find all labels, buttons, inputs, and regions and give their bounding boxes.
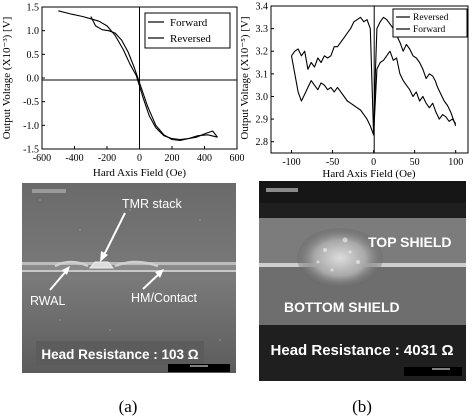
chart-a-ytick-label: 0.5 — [27, 50, 40, 61]
chart-a-series-forward — [58, 10, 218, 141]
sem-a-resistance-box — [36, 341, 204, 365]
sem-b-label-bottom-shield: BOTTOM SHIELD — [284, 299, 400, 315]
chart-b-xtick-label: -100 — [282, 157, 300, 168]
chart-b-ytick-label: 3.3 — [256, 24, 269, 35]
sem-a-noise — [39, 199, 221, 341]
chart-b-ytick-label: 3.4 — [256, 2, 269, 13]
chart-b-ytick-label: 3.1 — [256, 69, 269, 80]
chart-b-legend-box — [392, 8, 468, 38]
sem-a-arrowhead-contact — [155, 269, 164, 278]
sem-a-arrow-stack — [102, 212, 126, 258]
chart-a-ytick-label: 0.0 — [27, 74, 40, 85]
chart-b-series — [290, 16, 457, 136]
sem-b-resistance-text: Head Resistance : 4031 Ω — [271, 342, 454, 359]
chart-a-series — [58, 10, 218, 142]
sem-a-layer-line-2 — [22, 270, 236, 272]
chart-a-ytick-label: -1.0 — [23, 121, 39, 132]
chart-a-xtick-label: -600 — [33, 153, 51, 164]
sem-b-top-band — [259, 181, 466, 203]
sem-a-label-contact: HM/Contact — [131, 291, 198, 305]
chart-b-legend: Reversed Forward — [392, 8, 468, 38]
sem-a-arrow-contact — [142, 272, 161, 290]
sem-image-b: TOP SHIELD BOTTOM SHIELD Head Resistance… — [259, 181, 466, 381]
sem-a-arrowhead-stack — [100, 251, 108, 262]
chart-a-legend: Forward Reversed — [144, 12, 231, 49]
sem-a-arrowhead-rwal — [62, 266, 70, 275]
chart-a-xtick-label: -200 — [98, 153, 116, 164]
sem-a-contact-hump — [114, 260, 159, 268]
chart-b-xlabel: Hard Axis Field (Oe) — [322, 168, 416, 180]
sem-a-label-rwal: RWAL — [30, 294, 65, 308]
chart-a-ytick-label: -1.5 — [23, 145, 39, 156]
chart-a-xtick-label: 600 — [230, 153, 245, 164]
chart-a-xlabel: Hard Axis Field (Oe) — [93, 167, 187, 179]
sem-a-stack-bump — [88, 261, 115, 269]
chart-b-ytick-label: 2.8 — [256, 137, 269, 148]
sem-a-resistance-text: Head Resistance : 103 Ω — [41, 347, 198, 362]
chart-a-ytick-label: 1.0 — [27, 26, 40, 37]
chart-b-ytick-label: 3.2 — [256, 47, 269, 58]
chart-b-ylabel: Output Voltage (X10⁻⁵) [V] — [239, 16, 251, 139]
chart-b-series-forward — [290, 50, 457, 136]
sem-a-layer-band — [22, 265, 236, 270]
chart-a-legend-label-forward: Forward — [170, 17, 208, 29]
chart-b-xtick-label: 100 — [448, 157, 463, 168]
chart-a-legend-label-reversed: Reversed — [170, 33, 211, 45]
chart-b: -100 -50 0 50 100 3.4 3.3 3.2 3.1 3.0 2.9 2.8 Hard … — [239, 2, 469, 180]
chart-a-legend-box — [144, 12, 231, 49]
chart-a-ytick-label: 1.5 — [27, 3, 40, 14]
chart-a-ylabel: Output Voltage (X10⁻³) [V] — [1, 17, 13, 140]
sem-b-header-strip — [266, 188, 298, 192]
chart-b-frame — [270, 5, 469, 154]
sem-b-label-top-shield: TOP SHIELD — [368, 234, 452, 250]
chart-b-ytick-label: 2.9 — [256, 115, 269, 126]
chart-b-xtick-label: 0 — [371, 157, 376, 168]
sem-a-arrow-rwal — [49, 269, 68, 291]
chart-a-ytick-label: -0.5 — [23, 97, 39, 108]
chart-b-legend-label-forward: Forward — [413, 25, 445, 35]
chart-b-legend-label-reversed: Reversed — [413, 13, 449, 23]
sem-b-cross-section-blob — [297, 228, 383, 288]
sem-b-scalebar-box — [404, 367, 462, 376]
chart-b-series-reversed — [291, 16, 457, 136]
chart-b-ticks: -100 -50 0 50 100 3.4 3.3 3.2 3.1 3.0 2.9 2.8 — [256, 2, 464, 169]
sem-a-header-strip — [32, 189, 66, 193]
sem-a-scalebar-box — [168, 364, 230, 372]
sem-image-a: TMR stack RWAL HM/Contact Head Resistanc… — [22, 183, 236, 373]
chart-a-ticks: -600 -400 -200 0 200 400 600 1.5 1.0 0.5 0.0 -0.5 -1… — [23, 3, 244, 165]
chart-b-xtick-label: -50 — [326, 157, 339, 168]
sem-a-rwal-hump — [54, 260, 89, 268]
sem-b-blob-texture — [316, 237, 360, 272]
sem-a-label-stack: TMR stack — [122, 197, 182, 211]
chart-a-axis-lines — [42, 7, 237, 149]
chart-a-xtick-label: 0 — [137, 153, 142, 164]
chart-a-xtick-label: 400 — [197, 153, 212, 164]
chart-a: -600 -400 -200 0 200 400 600 1.5 1.0 0.5 0.0 -0.5 -1… — [1, 3, 245, 180]
caption-a: (a) — [119, 397, 138, 416]
chart-a-xtick-label: -400 — [65, 153, 83, 164]
chart-b-ytick-label: 3.0 — [256, 92, 269, 103]
caption-b: (b) — [352, 397, 372, 416]
chart-b-xtick-label: 50 — [410, 157, 420, 168]
chart-a-xtick-label: 200 — [165, 153, 180, 164]
chart-a-series-reversed — [90, 16, 218, 142]
